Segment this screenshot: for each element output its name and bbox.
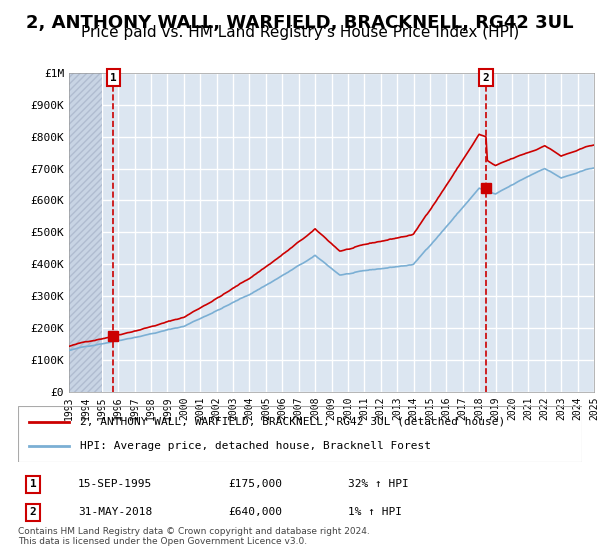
Text: HPI: Average price, detached house, Bracknell Forest: HPI: Average price, detached house, Brac… xyxy=(80,441,431,451)
Text: 2: 2 xyxy=(482,73,489,83)
Text: 1: 1 xyxy=(110,73,117,83)
Text: 2, ANTHONY WALL, WARFIELD, BRACKNELL, RG42 3UL (detached house): 2, ANTHONY WALL, WARFIELD, BRACKNELL, RG… xyxy=(80,417,505,427)
Text: £640,000: £640,000 xyxy=(228,507,282,517)
Text: 2: 2 xyxy=(29,507,37,517)
Text: 15-SEP-1995: 15-SEP-1995 xyxy=(78,479,152,489)
Text: Contains HM Land Registry data © Crown copyright and database right 2024.
This d: Contains HM Land Registry data © Crown c… xyxy=(18,526,370,546)
Text: 1% ↑ HPI: 1% ↑ HPI xyxy=(348,507,402,517)
Text: 1: 1 xyxy=(29,479,37,489)
Text: £175,000: £175,000 xyxy=(228,479,282,489)
Text: 32% ↑ HPI: 32% ↑ HPI xyxy=(348,479,409,489)
Text: 2, ANTHONY WALL, WARFIELD, BRACKNELL, RG42 3UL: 2, ANTHONY WALL, WARFIELD, BRACKNELL, RG… xyxy=(26,14,574,32)
Bar xyxy=(69,73,102,392)
Text: Price paid vs. HM Land Registry's House Price Index (HPI): Price paid vs. HM Land Registry's House … xyxy=(81,25,519,40)
Text: 31-MAY-2018: 31-MAY-2018 xyxy=(78,507,152,517)
